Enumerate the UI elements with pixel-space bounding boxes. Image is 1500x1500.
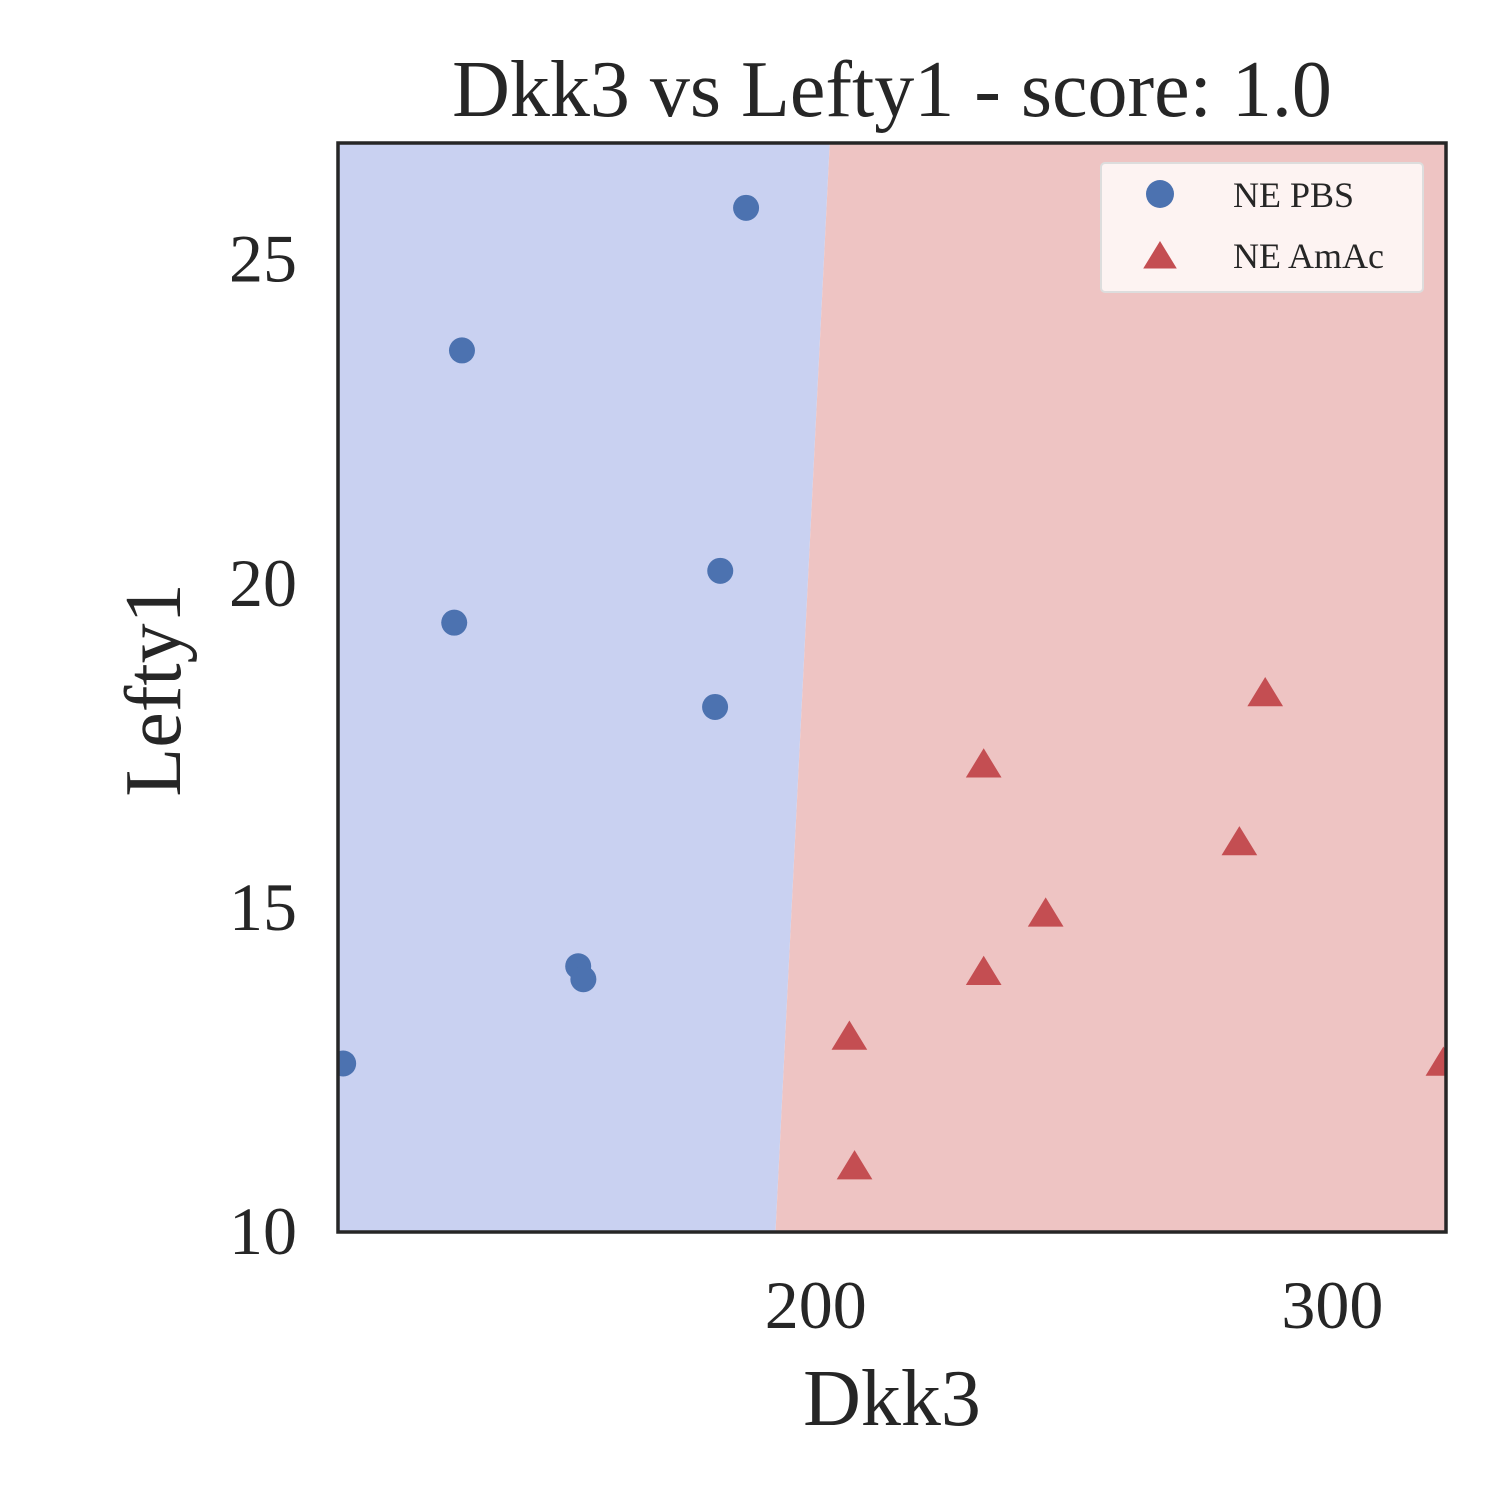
point-ne-amac-0 bbox=[831, 1020, 868, 1050]
point-ne-amac-5 bbox=[1221, 826, 1258, 856]
chart-title: Dkk3 vs Lefty1 - score: 1.0 bbox=[452, 46, 1332, 134]
point-ne-amac-1 bbox=[836, 1150, 873, 1180]
legend: NE PBS NE AmAc bbox=[1100, 162, 1424, 293]
legend-box bbox=[1100, 162, 1424, 293]
point-ne-pbs-1 bbox=[448, 337, 475, 364]
legend-label-ne-pbs: NE PBS bbox=[1233, 175, 1354, 215]
x-axis-label: Dkk3 bbox=[803, 1355, 981, 1443]
plot-frame bbox=[336, 141, 1448, 1234]
y-axis-ticks: 10 15 20 25 bbox=[229, 221, 297, 1269]
point-ne-pbs-6 bbox=[702, 693, 729, 720]
data-points bbox=[338, 194, 1446, 1180]
x-axis-ticks: 200 300 bbox=[765, 1267, 1384, 1343]
region-ne-pbs bbox=[338, 143, 830, 1232]
point-ne-amac-3 bbox=[965, 748, 1002, 778]
point-ne-pbs-2 bbox=[441, 609, 468, 636]
point-ne-pbs-7 bbox=[733, 194, 760, 221]
x-tick-label-200: 200 bbox=[765, 1267, 867, 1343]
decision-regions bbox=[338, 143, 1446, 1232]
legend-marker-ne-amac bbox=[1143, 241, 1177, 269]
point-ne-amac-6 bbox=[1247, 676, 1284, 707]
point-ne-amac-7 bbox=[1425, 1046, 1446, 1076]
y-tick-label-25: 25 bbox=[229, 221, 297, 297]
y-tick-label-10: 10 bbox=[229, 1193, 297, 1269]
point-ne-pbs-5 bbox=[707, 557, 734, 584]
point-ne-amac-4 bbox=[1027, 897, 1064, 927]
legend-marker-ne-pbs bbox=[1146, 180, 1174, 208]
y-axis-label: Lefty1 bbox=[110, 583, 198, 796]
y-tick-label-20: 20 bbox=[229, 545, 297, 621]
point-ne-pbs-4 bbox=[570, 966, 597, 993]
x-tick-label-300: 300 bbox=[1281, 1267, 1383, 1343]
region-ne-amac bbox=[775, 143, 1446, 1232]
legend-label-ne-amac: NE AmAc bbox=[1233, 236, 1384, 276]
point-ne-pbs-0 bbox=[338, 1050, 357, 1077]
y-tick-label-15: 15 bbox=[229, 869, 297, 945]
point-ne-amac-2 bbox=[965, 955, 1002, 985]
